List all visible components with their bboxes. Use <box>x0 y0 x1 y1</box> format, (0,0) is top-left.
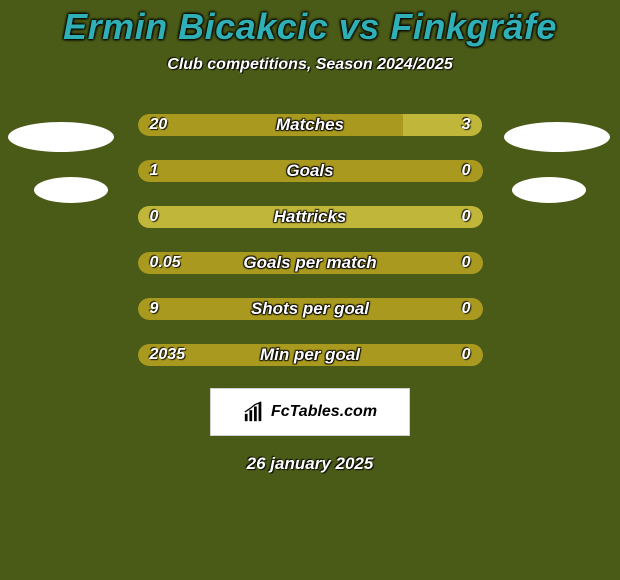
stat-bar: 90Shots per goal <box>138 298 483 320</box>
bars-container: 203Matches 10Goals 00Hattricks 0.050Goals p… <box>0 114 620 366</box>
page-title: Ermin Bicakcic vs Finkgräfe <box>63 6 557 48</box>
logo-text: FcTables.com <box>271 403 377 421</box>
logo-box[interactable]: FcTables.com <box>210 388 410 436</box>
stat-bar-left-fill <box>138 252 483 274</box>
team-badge-placeholder <box>8 122 114 152</box>
comparison-infographic: Ermin Bicakcic vs Finkgräfe Club competi… <box>0 0 620 580</box>
stat-bar-left-fill <box>138 160 483 182</box>
team-badge-placeholder <box>504 122 610 152</box>
stat-bar: 203Matches <box>138 114 483 136</box>
chart-icon <box>243 401 265 423</box>
stat-bar: 00Hattricks <box>138 206 483 228</box>
date-line: 26 january 2025 <box>247 454 374 474</box>
stat-bar-left-fill <box>138 298 483 320</box>
stat-bar: 0.050Goals per match <box>138 252 483 274</box>
subtitle: Club competitions, Season 2024/2025 <box>167 56 452 74</box>
stat-bar: 20350Min per goal <box>138 344 483 366</box>
team-badge-placeholder <box>512 177 586 203</box>
stat-bar-right-fill <box>403 114 482 136</box>
team-badge-placeholder <box>34 177 108 203</box>
stat-bar-right-fill <box>138 206 483 228</box>
stat-bar-left-fill <box>138 114 404 136</box>
stat-bar-left-fill <box>138 344 483 366</box>
stat-bar: 10Goals <box>138 160 483 182</box>
